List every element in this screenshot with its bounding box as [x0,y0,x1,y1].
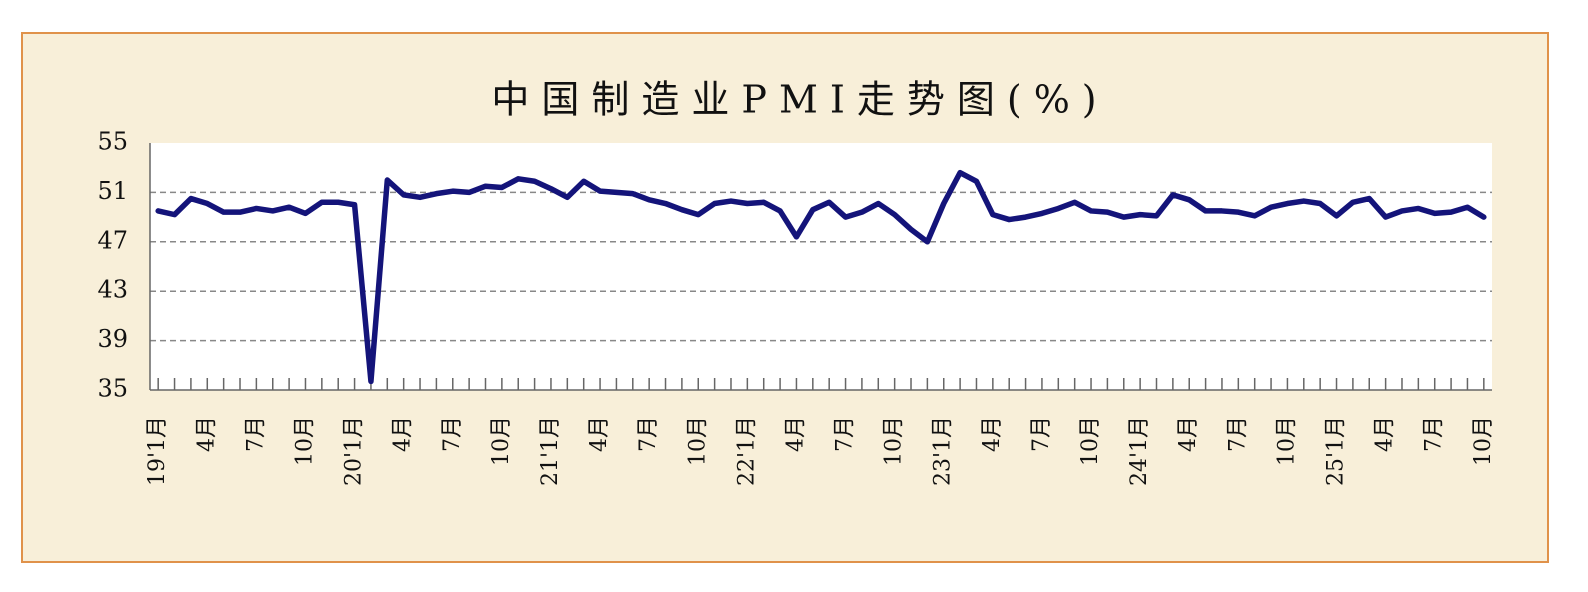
y-tick-label: 39 [97,325,128,353]
y-tick-label: 43 [97,276,128,304]
chart-title: 中国制造业PMI走势图(%) [491,78,1108,122]
plot-area [150,143,1492,390]
x-tick-label: 4月 [980,416,1005,452]
x-tick-label: 4月 [1176,416,1201,452]
x-tick-label: 10月 [489,416,514,466]
x-tick-label: 4月 [783,416,808,452]
x-tick-label: 10月 [292,416,317,466]
x-tick-label: 10月 [1078,416,1103,466]
x-tick-label: 24'1月 [1127,416,1152,486]
x-tick-label: 23'1月 [931,416,956,486]
x-tick-label: 19'1月 [145,416,170,486]
x-tick-label: 7月 [1225,416,1250,452]
x-tick-label: 21'1月 [538,416,563,486]
x-tick-label: 20'1月 [342,416,367,486]
x-tick-label: 22'1月 [734,416,759,486]
x-tick-label: 4月 [1373,416,1398,452]
data-line [155,169,1487,385]
y-tick-label: 55 [97,128,128,156]
x-tick-label: 7月 [243,416,268,452]
x-tick-label: 10月 [1471,416,1496,466]
x-tick-label: 4月 [587,416,612,452]
x-tick-label: 7月 [833,416,858,452]
x-tick-label: 10月 [1274,416,1299,466]
y-tick-label: 51 [97,177,128,205]
y-tick-label: 35 [97,375,128,403]
x-tick-label: 4月 [194,416,219,452]
y-tick-label: 47 [97,226,128,254]
x-tick-label: 4月 [391,416,416,452]
x-tick-label: 7月 [1422,416,1447,452]
x-tick-label: 7月 [440,416,465,452]
x-tick-label: 7月 [636,416,661,452]
x-tick-label: 10月 [685,416,710,466]
x-tick-label: 10月 [882,416,907,466]
x-tick-label: 25'1月 [1324,416,1349,486]
x-tick-label: 7月 [1029,416,1054,452]
